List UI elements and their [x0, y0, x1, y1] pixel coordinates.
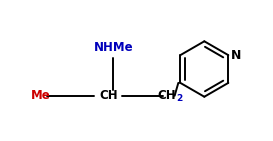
Text: 2: 2 [177, 94, 183, 103]
Text: CH: CH [99, 89, 118, 102]
Text: Me: Me [31, 89, 51, 102]
Text: N: N [231, 49, 242, 62]
Text: CH: CH [158, 89, 176, 102]
Text: NHMe: NHMe [93, 41, 133, 54]
